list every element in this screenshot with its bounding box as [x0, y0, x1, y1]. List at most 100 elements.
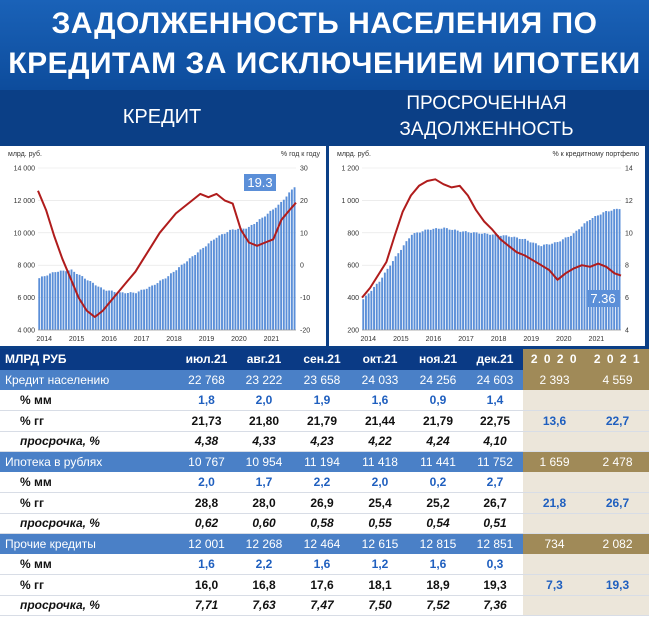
bar	[215, 237, 218, 330]
year-cell: 2 478	[586, 451, 649, 472]
table-row: просрочка, % 4,38 4,33 4,23 4,22 4,24 4,10	[0, 431, 649, 452]
bar	[481, 233, 483, 330]
month-cell: 4,22	[351, 431, 409, 452]
bar	[110, 290, 113, 330]
bar	[613, 209, 616, 330]
bar	[394, 256, 397, 330]
year-cell: 734	[523, 533, 586, 554]
bar	[237, 228, 240, 330]
bar	[478, 233, 481, 330]
bar	[86, 280, 89, 330]
y-left-tick-label: 12 000	[14, 198, 36, 205]
month-cell: 28,8	[178, 492, 235, 514]
bar	[362, 299, 365, 330]
table-row: % гг 28,8 28,0 26,9 25,4 25,2 26,7 21,8 26,7	[0, 492, 649, 514]
bar	[418, 232, 421, 330]
bar	[118, 292, 121, 330]
month-cell: 12 464	[293, 533, 351, 554]
bar	[548, 244, 551, 330]
month-cell: 11 441	[409, 451, 467, 472]
month-cell: 4,10	[467, 431, 523, 452]
bar	[383, 272, 386, 330]
bar	[424, 229, 427, 330]
bar	[408, 238, 411, 330]
bar	[570, 235, 572, 330]
bar	[204, 246, 207, 330]
month-cell: 1,4	[467, 390, 523, 411]
y-right-tick-label: 10	[300, 230, 308, 237]
month-cell: 1,6	[409, 554, 467, 575]
y-right-tick-label: -20	[300, 328, 310, 335]
bar	[153, 284, 156, 330]
y-left-tick-label: 6 000	[17, 295, 35, 302]
year-cell	[523, 431, 586, 452]
bar	[475, 232, 478, 330]
month-cell: 21,79	[293, 410, 351, 432]
bar	[186, 261, 188, 330]
month-cell: 0,60	[235, 513, 293, 534]
row-label: просрочка, %	[0, 513, 178, 534]
bar	[51, 272, 54, 330]
bar	[591, 218, 594, 330]
month-cell: 0,3	[467, 554, 523, 575]
bar	[526, 240, 529, 330]
year-cell: 21,8	[523, 492, 586, 514]
bar	[191, 256, 194, 330]
right-unit-label: % год к году	[281, 151, 321, 158]
bar	[445, 228, 448, 330]
bar	[494, 234, 497, 330]
bar	[491, 234, 494, 330]
table-header-row: МЛРД РУБ июл.21 авг.21 сен.21 окт.21 ноя.21 де…	[0, 349, 649, 370]
row-label: % гг	[0, 574, 178, 596]
bar	[126, 293, 129, 330]
month-cell: 26,9	[293, 492, 351, 514]
overdue-chart-panel: млрд. руб. % к кредитному портфелю 200 400 6…	[329, 146, 645, 346]
bar	[464, 231, 467, 330]
bar	[49, 273, 51, 330]
month-cell: 12 851	[467, 533, 523, 554]
bar	[386, 268, 389, 330]
bar	[578, 229, 581, 330]
bar	[207, 243, 210, 330]
row-label: % гг	[0, 410, 178, 432]
year-cell	[523, 554, 586, 575]
month-cell: 0,54	[409, 513, 467, 534]
bar	[97, 286, 100, 330]
bar	[151, 285, 154, 330]
bar	[124, 293, 127, 330]
section-title-overdue-line-1: ПРОСРОЧЕННАЯ	[406, 93, 567, 114]
month-cell: 1,7	[235, 472, 293, 493]
bar	[264, 216, 266, 330]
month-cell: окт.21	[351, 349, 409, 370]
month-cell: 4,38	[178, 431, 235, 452]
bar	[556, 242, 559, 330]
row-label: % мм	[0, 554, 178, 575]
bar	[413, 233, 416, 330]
month-cell: 21,44	[351, 410, 409, 432]
section-title-overdue: ПРОСРОЧЕННАЯ ЗАДОЛЖЕННОСТЬ	[324, 88, 649, 146]
bar	[381, 277, 384, 330]
bar	[567, 236, 570, 330]
left-unit-label: млрд. руб.	[8, 150, 42, 158]
bar	[489, 234, 491, 330]
month-cell: 2,0	[351, 472, 409, 493]
month-cell: 24 256	[409, 369, 467, 390]
bar	[402, 245, 405, 330]
bar	[164, 278, 167, 330]
year-cell: 26,7	[586, 492, 649, 514]
row-label: просрочка, %	[0, 595, 178, 616]
bar	[605, 210, 608, 330]
bar	[467, 232, 470, 330]
bar	[169, 273, 172, 330]
bar	[180, 264, 183, 330]
bar	[274, 207, 277, 330]
bar	[202, 247, 205, 330]
year-cell: 4 559	[586, 369, 649, 390]
x-tick-label: 2019	[523, 336, 539, 343]
month-cell: 0,55	[351, 513, 409, 534]
bar	[167, 276, 170, 330]
bar	[113, 292, 116, 330]
bar	[38, 278, 41, 330]
month-cell: 24 603	[467, 369, 523, 390]
x-tick-label: 2021	[264, 336, 280, 343]
